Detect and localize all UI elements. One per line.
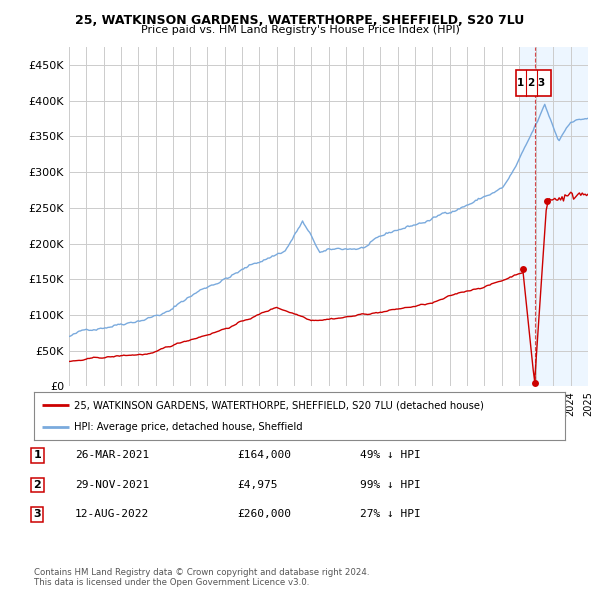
Text: 3: 3	[538, 78, 545, 88]
Text: 1: 1	[517, 78, 524, 88]
Text: 3: 3	[34, 510, 41, 519]
Bar	[519, 47, 588, 386]
Text: £164,000: £164,000	[237, 451, 291, 460]
Text: HPI: Average price, detached house, Sheffield: HPI: Average price, detached house, Shef…	[74, 422, 302, 432]
Text: £4,975: £4,975	[237, 480, 277, 490]
Text: 1: 1	[34, 451, 41, 460]
Text: 2: 2	[34, 480, 41, 490]
Text: 26-MAR-2021: 26-MAR-2021	[75, 451, 149, 460]
Text: 25, WATKINSON GARDENS, WATERTHORPE, SHEFFIELD, S20 7LU (detached house): 25, WATKINSON GARDENS, WATERTHORPE, SHEF…	[74, 400, 484, 410]
Text: 2: 2	[527, 78, 534, 88]
Text: 29-NOV-2021: 29-NOV-2021	[75, 480, 149, 490]
Text: 49% ↓ HPI: 49% ↓ HPI	[360, 451, 421, 460]
Text: Contains HM Land Registry data © Crown copyright and database right 2024.
This d: Contains HM Land Registry data © Crown c…	[34, 568, 370, 587]
Text: £260,000: £260,000	[237, 510, 291, 519]
Text: 99% ↓ HPI: 99% ↓ HPI	[360, 480, 421, 490]
Text: Price paid vs. HM Land Registry's House Price Index (HPI): Price paid vs. HM Land Registry's House …	[140, 25, 460, 35]
FancyBboxPatch shape	[516, 70, 551, 96]
Text: 12-AUG-2022: 12-AUG-2022	[75, 510, 149, 519]
Text: 27% ↓ HPI: 27% ↓ HPI	[360, 510, 421, 519]
Text: 25, WATKINSON GARDENS, WATERTHORPE, SHEFFIELD, S20 7LU: 25, WATKINSON GARDENS, WATERTHORPE, SHEF…	[76, 14, 524, 27]
